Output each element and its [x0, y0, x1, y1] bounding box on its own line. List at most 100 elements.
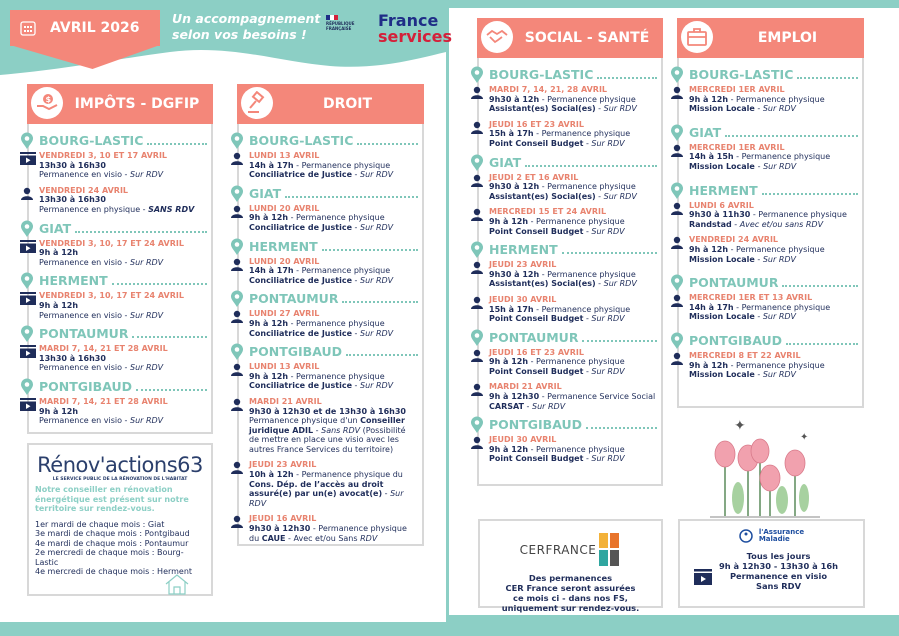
schedule-item: 1er mardi de chaque mois : Giat: [35, 519, 165, 529]
entry-text: Sur RDV: [603, 191, 637, 201]
person-icon: [470, 261, 484, 278]
schedule-entry: JEUDI 2 ET 16 AVRIL 9h30 à 12h - Permanen…: [471, 173, 657, 202]
location-heading: GIAT: [21, 220, 207, 237]
video-icon: [20, 239, 36, 256]
entry-line: 9h à 12h - Permanence physique: [689, 245, 858, 255]
schedule-entry: JEUDI 16 ET 23 AVRIL 15h à 17h - Permanen…: [471, 120, 657, 149]
location-name: GIAT: [249, 185, 282, 201]
entry-date: MARDI 7, 14, 21, 28 AVRIL: [489, 85, 608, 94]
location-name: BOURG-LASTIC: [689, 67, 794, 82]
entry-text: Permanence en visio -: [39, 257, 130, 267]
location-pin-icon: [230, 238, 244, 259]
entry-text: - Permanence physique: [528, 216, 625, 226]
entry-text: 15h à 17h: [489, 304, 534, 314]
text-line: CER France seront assurées: [505, 583, 636, 593]
entry-text: Mission Locale: [689, 370, 755, 380]
entry-line: Conciliatrice de Justice - Sur RDV: [249, 276, 418, 286]
location-heading: HERMENT: [231, 238, 418, 255]
entry-line: 9h à 12h: [39, 248, 207, 258]
entry-text: Mission Locale: [689, 312, 755, 322]
entry-text: -: [352, 275, 360, 285]
entry-text: Assistant(es) Social(es): [489, 191, 596, 201]
entry-text: Point Conseil Budget: [489, 226, 584, 236]
entry-date: MARDI 7, 14, 21 ET 28 AVRIL: [39, 344, 168, 354]
entry-text: Sur RDV: [591, 226, 625, 236]
entry-text: 9h à 12h: [689, 360, 729, 370]
schedule-entry: VENDREDI 3, 10 ET 17 AVRIL 13h30 à 16h30 P…: [20, 151, 207, 180]
location-heading: BOURG-LASTIC: [21, 132, 207, 149]
schedule-entry: VENDREDI 24 AVRIL 13h30 à 16h30 Permanence…: [21, 186, 207, 215]
entry-text: -: [595, 104, 604, 114]
entry-text: -: [757, 161, 764, 171]
location-pin-icon: [670, 182, 684, 203]
schedule-item: 2e mercredi de chaque mois : Bourg-Lasti…: [35, 548, 184, 567]
tulips-illustration: ✦✦: [710, 418, 820, 518]
entry-text: Sur RDV: [762, 370, 797, 380]
entry-text: Sur RDV: [591, 138, 625, 148]
dotted-leader: [136, 388, 207, 391]
video-icon: [20, 397, 36, 414]
entry-line: 9h30 à 12h - Permanence physique: [489, 270, 657, 280]
entry-text: Sur RDV: [129, 310, 164, 320]
card-title: IMPÔTS - DGFIP: [74, 96, 200, 112]
person-icon: [470, 436, 484, 453]
entry-text: Sur RDV: [591, 454, 625, 464]
person-icon: [230, 152, 244, 169]
entry-text: -: [352, 222, 360, 232]
svg-text:$: $: [46, 95, 52, 104]
svg-text:✦: ✦: [800, 432, 808, 443]
location-heading: GIAT: [231, 185, 418, 202]
location-heading: HERMENT: [671, 182, 858, 199]
schedule-entry: LUNDI 6 AVRIL 9h30 à 11h30 - Permanence p…: [671, 200, 858, 230]
entry-text: -: [583, 366, 592, 376]
cerfrance-logo: CERFRANCE: [480, 533, 661, 567]
location-pin-icon: [230, 290, 244, 311]
location-pin-icon: [20, 325, 34, 346]
entry-date: VENDREDI 3, 10, 17 ET 24 AVRIL: [39, 291, 184, 301]
card-body: BOURG-LASTIC LUNDI 13 AVRIL 14h à 17h - Pe…: [231, 130, 422, 549]
entry-line: Conciliatrice de Justice - Sur RDV: [249, 170, 418, 180]
entry-text: 9h à 12h30: [489, 392, 540, 402]
card-header: $ IMPÔTS - DGFIP: [27, 84, 213, 124]
entry-date: VENDREDI 24 AVRIL: [689, 235, 779, 245]
person-icon: [470, 86, 484, 103]
location-name: BOURG-LASTIC: [39, 133, 144, 148]
calendar-icon: [20, 21, 36, 36]
entry-date: LUNDI 6 AVRIL: [689, 200, 754, 210]
schedule-entry: MARDI 21 AVRIL 9h30 à 12h30 et de 13h30 à…: [231, 397, 418, 455]
entry-line: Point Conseil Budget - Sur RDV: [489, 227, 657, 237]
card-emploi: EMPLOI BOURG-LASTIC MERCREDI 1ER AVRIL 9h à…: [671, 18, 864, 408]
entry-text: Point Conseil Budget: [489, 314, 584, 324]
entry-date: JEUDI 30 AVRIL: [489, 435, 557, 445]
entry-line: 9h à 12h - Permanence physique: [489, 445, 657, 455]
entry-line: 14h à 17h - Permanence physique: [689, 303, 858, 313]
entry-text: -: [595, 191, 604, 201]
entry-text: Mission Locale: [689, 161, 758, 171]
entry-text: Conciliatrice de Justice: [249, 328, 352, 338]
entry-date: JEUDI 30 AVRIL: [489, 294, 557, 304]
entry-text: Permanence en visio -: [39, 363, 130, 373]
person-icon: [670, 294, 684, 311]
cerfrance-mark-icon: [599, 533, 620, 566]
entry-text: -: [313, 425, 322, 435]
entry-text: Permanence physique d'un: [249, 416, 361, 426]
entry-text: 9h à 12h: [689, 244, 729, 254]
entry-line: Conciliatrice de Justice - Sur RDV: [249, 381, 418, 391]
assurance-maladie-box: l'Assurance Maladie Tous les jours 9h à 1…: [678, 519, 865, 608]
card-body: BOURG-LASTIC MERCREDI 1ER AVRIL 9h à 12h -…: [671, 64, 862, 386]
entry-text: Sur RDV: [129, 170, 164, 180]
person-icon: [470, 174, 484, 191]
entry-text: Conciliatrice de Justice: [249, 222, 352, 232]
entry-date: VENDREDI 3, 10, 17 ET 24 AVRIL: [39, 238, 184, 248]
entry-text: Sur RDV: [129, 363, 164, 373]
person-icon: [230, 515, 244, 532]
schedule-entry: LUNDI 20 AVRIL 9h à 12h - Permanence phys…: [231, 204, 418, 233]
location-heading: PONTAUMUR: [471, 329, 657, 346]
entry-text: Sur RDV: [129, 257, 164, 267]
entry-text: Cons. Dép. de l’accès au droit assuré(e)…: [249, 479, 384, 499]
entry-line: 9h à 12h: [39, 407, 207, 417]
month-banner: AVRIL 2026: [10, 10, 160, 46]
entry-text: - Permanence physique: [539, 182, 636, 192]
entry-text: -: [731, 219, 740, 229]
entry-date: LUNDI 20 AVRIL: [249, 256, 320, 266]
